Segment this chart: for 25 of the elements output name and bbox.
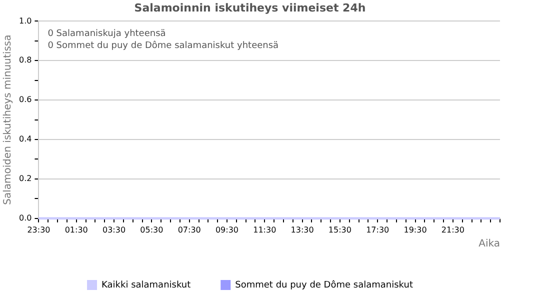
x-tick-label: 19:30 (404, 225, 427, 234)
x-tick-label: 23:30 (27, 225, 50, 234)
annotation: 0 Sommet du puy de Dôme salamaniskut yhteensä (48, 40, 279, 52)
x-tick-label: 17:30 (366, 225, 390, 234)
y-axis-title: Salamoiden iskutiheys minuutissa (2, 34, 14, 205)
x-tick-label: 09:30 (215, 225, 239, 234)
x-tick-label: 21:30 (441, 225, 464, 234)
x-tick-label: 15:30 (328, 225, 352, 234)
x-axis-title: Aika (478, 238, 500, 250)
x-tick-label: 03:30 (102, 225, 126, 234)
y-tick-label: 0.8 (18, 56, 32, 65)
legend-label: Sommet du puy de Dôme salamaniskut (235, 279, 414, 290)
y-tick-label: 0.6 (18, 95, 32, 104)
legend-label: Kaikki salamaniskut (102, 280, 192, 290)
y-tick-label: 0.0 (18, 213, 32, 222)
x-tick-label: 13:30 (290, 225, 314, 234)
annotation: 0 Salamaniskuja yhteensä (48, 29, 166, 40)
x-tick-label: 11:30 (253, 225, 276, 234)
x-tick-label: 01:30 (64, 225, 88, 234)
y-tick-label: 0.4 (18, 134, 32, 144)
y-tick-label: 0.2 (18, 174, 32, 184)
x-tick-label: 07:30 (178, 225, 201, 234)
chart-title: Salamoinnin iskutiheys viimeiset 24h (134, 1, 366, 14)
y-tick-label: 1.0 (18, 16, 32, 26)
x-tick-label: 05:30 (140, 225, 164, 234)
